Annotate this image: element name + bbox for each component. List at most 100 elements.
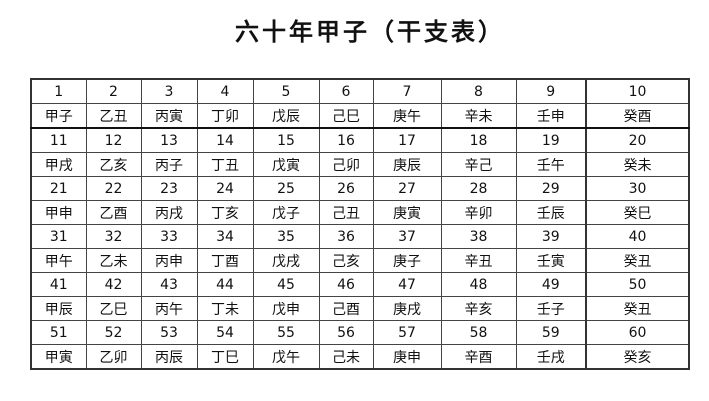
ganzhi-cell: 庚子 — [372, 248, 442, 273]
ganzhi-cell: 甲子 — [30, 103, 87, 129]
year-number-cell: 11 — [30, 127, 87, 153]
ganzhi-cell: 戊辰 — [252, 103, 320, 129]
year-number-cell: 29 — [515, 176, 587, 201]
ganzhi-cell: 辛未 — [440, 103, 517, 129]
year-number-cell: 54 — [196, 320, 254, 345]
ganzhi-cell: 丁亥 — [196, 200, 254, 225]
ganzhi-cell: 庚戌 — [372, 296, 442, 321]
year-number-cell: 30 — [585, 176, 690, 201]
ganzhi-cell: 乙亥 — [85, 152, 142, 177]
year-number-cell: 52 — [85, 320, 142, 345]
year-number-cell: 22 — [85, 176, 142, 201]
year-number-cell: 38 — [440, 224, 517, 249]
ganzhi-cell: 丙申 — [140, 248, 198, 273]
ganzhi-cell: 丙寅 — [140, 103, 198, 129]
ganzhi-cell: 辛亥 — [440, 296, 517, 321]
year-number-cell: 6 — [318, 78, 374, 104]
year-number-cell: 27 — [372, 176, 442, 201]
ganzhi-cell: 戊寅 — [252, 152, 320, 177]
year-number-cell: 31 — [30, 224, 87, 249]
ganzhi-cell: 壬子 — [515, 296, 587, 321]
year-number-cell: 24 — [196, 176, 254, 201]
year-number-cell: 15 — [252, 127, 320, 153]
year-number-cell: 50 — [585, 272, 690, 297]
ganzhi-cell: 辛卯 — [440, 200, 517, 225]
ganzhi-cell: 壬寅 — [515, 248, 587, 273]
ganzhi-cell: 辛丑 — [440, 248, 517, 273]
ganzhi-cell: 甲寅 — [30, 344, 87, 370]
ganzhi-row: 甲子 乙丑 丙寅 丁卯 戊辰 己巳 庚午 辛未 壬申 癸酉 — [30, 103, 690, 129]
ganzhi-row: 甲辰 乙巳 丙午 丁未 戊申 己酉 庚戌 辛亥 壬子 癸丑 — [30, 296, 690, 321]
ganzhi-cell: 甲午 — [30, 248, 87, 273]
year-number-cell: 35 — [252, 224, 320, 249]
ganzhi-cell: 丁酉 — [196, 248, 254, 273]
year-number-cell: 51 — [30, 320, 87, 345]
ganzhi-cell: 丁未 — [196, 296, 254, 321]
year-number-cell: 33 — [140, 224, 198, 249]
ganzhi-cell: 丙辰 — [140, 344, 198, 370]
ganzhi-cell: 癸巳 — [585, 200, 690, 225]
year-number-cell: 13 — [140, 127, 198, 153]
ganzhi-cell: 庚辰 — [372, 152, 442, 177]
ganzhi-cell: 癸亥 — [585, 344, 690, 370]
year-number-cell: 2 — [85, 78, 142, 104]
year-number-cell: 19 — [515, 127, 587, 153]
year-number-cell: 21 — [30, 176, 87, 201]
year-number-cell: 44 — [196, 272, 254, 297]
ganzhi-row: 甲午 乙未 丙申 丁酉 戊戌 己亥 庚子 辛丑 壬寅 癸丑 — [30, 248, 690, 273]
ganzhi-cell: 戊戌 — [252, 248, 320, 273]
ganzhi-cell: 庚午 — [372, 103, 442, 129]
year-number-cell: 8 — [440, 78, 517, 104]
year-number-cell: 1 — [30, 78, 87, 104]
ganzhi-cell: 辛酉 — [440, 344, 517, 370]
ganzhi-cell: 壬戌 — [515, 344, 587, 370]
year-number-cell: 26 — [318, 176, 374, 201]
year-number-cell: 39 — [515, 224, 587, 249]
year-number-cell: 43 — [140, 272, 198, 297]
year-number-cell: 32 — [85, 224, 142, 249]
year-number-cell: 48 — [440, 272, 517, 297]
number-row: 21 22 23 24 25 26 27 28 29 30 — [30, 176, 690, 201]
ganzhi-cell: 丙戌 — [140, 200, 198, 225]
ganzhi-row: 甲申 乙酉 丙戌 丁亥 戊子 己丑 庚寅 辛卯 壬辰 癸巳 — [30, 200, 690, 225]
ganzhi-cell: 甲辰 — [30, 296, 87, 321]
page-title: 六十年甲子（干支表） — [235, 17, 505, 46]
year-number-cell: 49 — [515, 272, 587, 297]
ganzhi-cell: 己卯 — [318, 152, 374, 177]
year-number-cell: 23 — [140, 176, 198, 201]
year-number-cell: 7 — [372, 78, 442, 104]
ganzhi-cell: 庚寅 — [372, 200, 442, 225]
ganzhi-row: 甲寅 乙卯 丙辰 丁巳 戊午 己未 庚申 辛酉 壬戌 癸亥 — [30, 344, 690, 370]
ganzhi-cell: 丁巳 — [196, 344, 254, 370]
ganzhi-cell: 戊午 — [252, 344, 320, 370]
ganzhi-cell: 甲戌 — [30, 152, 87, 177]
ganzhi-cell: 癸未 — [585, 152, 690, 177]
year-number-cell: 53 — [140, 320, 198, 345]
ganzhi-cell: 乙卯 — [85, 344, 142, 370]
year-number-cell: 56 — [318, 320, 374, 345]
ganzhi-cell: 丁丑 — [196, 152, 254, 177]
year-number-cell: 37 — [372, 224, 442, 249]
number-row: 41 42 43 44 45 46 47 48 49 50 — [30, 272, 690, 297]
ganzhi-cell: 丁卯 — [196, 103, 254, 129]
ganzhi-cell: 己亥 — [318, 248, 374, 273]
number-row: 11 12 13 14 15 16 17 18 19 20 — [30, 127, 690, 153]
ganzhi-cell: 戊子 — [252, 200, 320, 225]
year-number-cell: 46 — [318, 272, 374, 297]
ganzhi-table: 1 2 3 4 5 6 7 8 9 10 甲子 乙丑 丙寅 丁卯 戊辰 己巳 庚午 辛未 壬申 癸酉 11 12 13 14 1… — [30, 78, 690, 370]
ganzhi-cell: 辛己 — [440, 152, 517, 177]
ganzhi-cell: 丙午 — [140, 296, 198, 321]
ganzhi-cell: 壬申 — [515, 103, 587, 129]
year-number-cell: 28 — [440, 176, 517, 201]
year-number-cell: 57 — [372, 320, 442, 345]
year-number-cell: 36 — [318, 224, 374, 249]
ganzhi-cell: 丙子 — [140, 152, 198, 177]
year-number-cell: 60 — [585, 320, 690, 345]
year-number-cell: 47 — [372, 272, 442, 297]
year-number-cell: 20 — [585, 127, 690, 153]
ganzhi-cell: 乙巳 — [85, 296, 142, 321]
year-number-cell: 42 — [85, 272, 142, 297]
year-number-cell: 58 — [440, 320, 517, 345]
year-number-cell: 59 — [515, 320, 587, 345]
year-number-cell: 16 — [318, 127, 374, 153]
